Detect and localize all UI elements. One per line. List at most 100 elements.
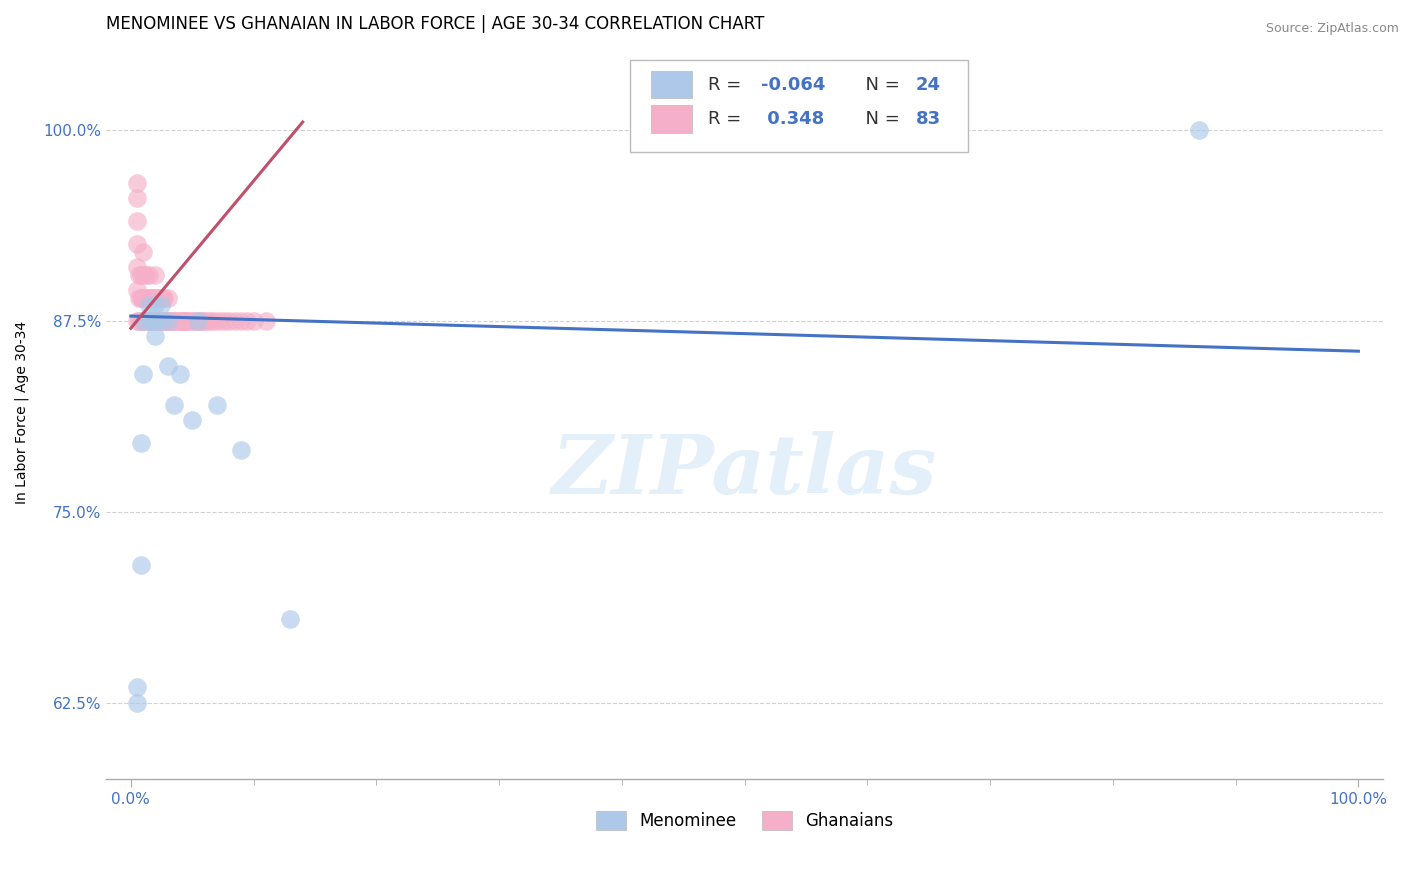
Text: 83: 83 [915, 110, 941, 128]
Point [125, 214, 148, 228]
Point [163, 398, 186, 412]
Point [138, 291, 160, 305]
Y-axis label: In Labor Force | Age 30-34: In Labor Force | Age 30-34 [15, 321, 30, 504]
Point [146, 291, 169, 305]
Point [125, 260, 148, 275]
Point [150, 313, 173, 327]
Point [138, 268, 160, 282]
Point [170, 313, 193, 327]
Point [172, 313, 194, 327]
Point [128, 291, 150, 305]
Point [142, 313, 165, 327]
Text: 24: 24 [915, 76, 941, 94]
Text: N =: N = [855, 76, 905, 94]
Point [143, 298, 166, 312]
Point [188, 313, 211, 327]
Text: ZIPatlas: ZIPatlas [551, 431, 938, 511]
Point [208, 313, 231, 327]
Point [143, 291, 166, 305]
Text: R =: R = [707, 76, 747, 94]
Point [143, 313, 166, 327]
Text: Source: ZipAtlas.com: Source: ZipAtlas.com [1265, 22, 1399, 36]
Point [135, 268, 157, 282]
Point [125, 680, 148, 694]
Text: N =: N = [855, 110, 905, 128]
Point [176, 313, 198, 327]
Point [142, 313, 165, 327]
Point [135, 291, 157, 305]
Point [142, 291, 165, 305]
Point [152, 291, 174, 305]
FancyBboxPatch shape [651, 70, 692, 98]
FancyBboxPatch shape [651, 105, 692, 133]
Point [174, 313, 197, 327]
Point [231, 313, 253, 327]
Point [173, 313, 195, 327]
Point [129, 435, 152, 450]
Point [191, 313, 214, 327]
Point [169, 313, 191, 327]
Point [187, 313, 209, 327]
Point [195, 313, 218, 327]
Point [129, 291, 152, 305]
Point [157, 313, 180, 327]
Point [135, 291, 157, 305]
Point [143, 313, 166, 327]
Point [181, 313, 204, 327]
Point [183, 313, 205, 327]
Point [125, 237, 148, 252]
Text: R =: R = [707, 110, 747, 128]
Text: -0.064: -0.064 [761, 76, 825, 94]
Point [200, 313, 222, 327]
Point [150, 298, 173, 312]
Point [153, 291, 176, 305]
Point [138, 313, 160, 327]
Point [143, 313, 166, 327]
Point [156, 359, 179, 374]
Point [141, 291, 163, 305]
Point [173, 313, 195, 327]
Point [153, 313, 176, 327]
Point [150, 313, 173, 327]
Point [148, 313, 170, 327]
Point [205, 398, 228, 412]
Point [129, 558, 152, 572]
Point [166, 313, 188, 327]
Point [202, 313, 225, 327]
Point [179, 313, 201, 327]
Point [129, 268, 152, 282]
Point [136, 291, 159, 305]
Point [138, 313, 160, 327]
Point [160, 313, 183, 327]
Point [159, 313, 181, 327]
Legend: Menominee, Ghanaians: Menominee, Ghanaians [589, 804, 900, 837]
Point [1188, 122, 1211, 136]
Point [125, 191, 148, 205]
Point [136, 313, 159, 327]
Point [125, 313, 148, 327]
Point [156, 313, 179, 327]
Point [132, 313, 155, 327]
Point [125, 283, 148, 297]
Point [138, 298, 160, 312]
Point [218, 313, 240, 327]
Point [128, 313, 150, 327]
Point [131, 313, 153, 327]
Point [125, 176, 148, 190]
Point [163, 313, 186, 327]
Point [132, 367, 155, 381]
Point [236, 313, 259, 327]
Point [163, 313, 186, 327]
Point [132, 313, 155, 327]
Point [181, 413, 204, 427]
Point [143, 268, 166, 282]
Point [231, 443, 253, 458]
Point [146, 313, 169, 327]
Point [128, 268, 150, 282]
Point [212, 313, 235, 327]
Point [132, 268, 155, 282]
Point [141, 313, 163, 327]
Point [150, 291, 173, 305]
Point [193, 313, 215, 327]
Point [132, 291, 155, 305]
